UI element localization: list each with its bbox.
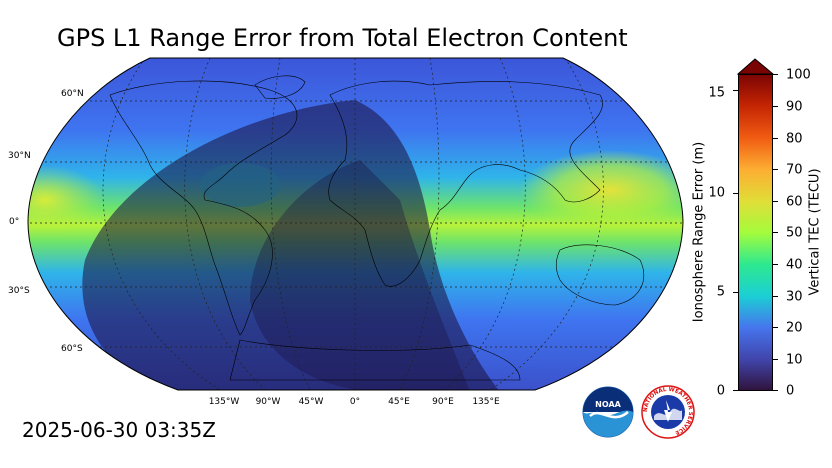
noaa-logo: NOAA (582, 386, 634, 438)
lon-label-45e: 45°E (388, 397, 410, 407)
cb-tickmark (773, 74, 778, 75)
cb-tick-right: 50 (786, 225, 803, 241)
cb-tick-right: 30 (786, 289, 803, 305)
cb-tickmark (773, 390, 778, 391)
noaa-logo-text: NOAA (595, 400, 621, 409)
cb-tickmark (773, 232, 778, 233)
lat-label-equator: 0° (9, 217, 20, 227)
colorbar (738, 74, 773, 391)
cb-tick-left: 15 (708, 85, 725, 101)
cb-tick-left: 10 (708, 185, 725, 201)
cb-tick-right: 60 (786, 194, 803, 210)
lon-label-0: 0° (349, 397, 361, 407)
lat-label-60n: 60°N (61, 89, 84, 99)
lat-label-30s: 30°S (8, 286, 30, 296)
cb-tick-right: 70 (786, 162, 803, 178)
cb-tickmark (773, 296, 778, 297)
nws-logo: NATIONAL WEATHER SERVICE (641, 385, 695, 439)
cb-tick-right: 40 (786, 257, 803, 273)
cb-tick-right: 10 (786, 352, 803, 368)
cb-tickmark (773, 264, 778, 265)
lat-label-30n: 30°N (8, 151, 31, 161)
cb-tick-left: 5 (716, 284, 725, 300)
lon-label-90w: 90°W (255, 397, 281, 407)
cb-tick-right: 90 (786, 99, 803, 115)
cb-tick-right: 0 (786, 383, 795, 399)
cb-tickmark (773, 359, 778, 360)
cb-tickmark (773, 106, 778, 107)
cb-tick-right: 20 (786, 320, 803, 336)
cb-tickmark (773, 169, 778, 170)
cb-tickmark (733, 390, 738, 391)
map-title: GPS L1 Range Error from Total Electron C… (57, 24, 628, 52)
cb-tickmark (733, 292, 738, 293)
lat-label-60s: 60°S (61, 344, 83, 354)
colorbar-label-tec: Vertical TEC (TECU) (807, 168, 823, 296)
cb-tick-right: 80 (786, 131, 803, 147)
colorbar-label-range-error: Ionosphere Range Error (m) (691, 141, 707, 323)
cb-tick-left: 0 (716, 383, 725, 399)
lon-label-90e: 90°E (432, 397, 454, 407)
lon-label-135e: 135°E (472, 397, 500, 407)
lon-label-45w: 45°W (298, 397, 324, 407)
timestamp: 2025-06-30 03:35Z (22, 418, 216, 442)
cb-tickmark (773, 327, 778, 328)
cb-tick-right: 100 (786, 67, 811, 83)
cb-tickmark (773, 201, 778, 202)
lon-label-135w: 135°W (208, 397, 240, 407)
cb-tickmark (733, 193, 738, 194)
cb-tickmark (733, 90, 738, 91)
cb-tickmark (773, 138, 778, 139)
